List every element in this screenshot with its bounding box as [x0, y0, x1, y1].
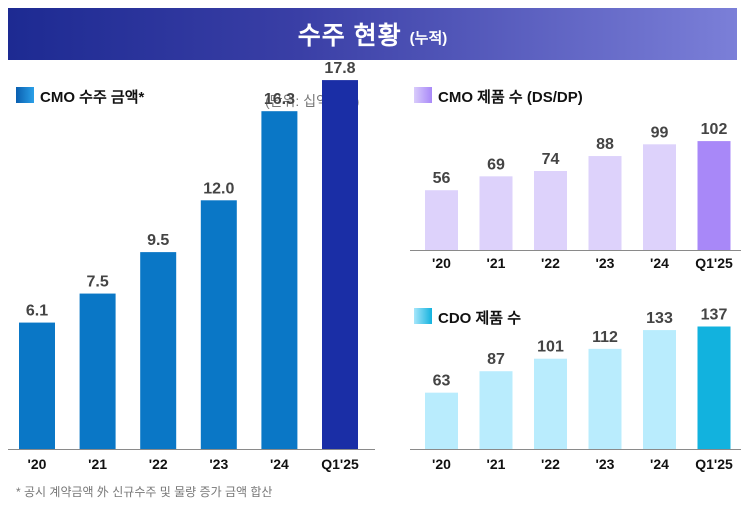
chart3-bar-2: [534, 358, 567, 449]
chart2-bar-2: [534, 170, 567, 250]
chart3-title: CDO 제품 수: [438, 310, 522, 327]
chart3-tick-label-0: '20: [432, 456, 451, 472]
chart1-bar-2: [140, 252, 177, 449]
chart1-bar-5: [322, 80, 358, 450]
chart1-tick-label-2: '22: [149, 456, 168, 472]
chart1-tick-label-5: Q1'25: [321, 456, 359, 472]
footnote: * 공시 계약금액 外 신규수주 및 물량 증가 금액 합산: [16, 485, 273, 499]
chart3-value-label-2: 101: [537, 339, 564, 356]
chart1-value-label-5: 17.8: [324, 60, 355, 77]
chart2-tick-label-5: Q1'25: [695, 255, 733, 271]
chart1-value-label-2: 9.5: [147, 232, 169, 249]
chart2-value-label-2: 74: [542, 151, 560, 168]
chart1-bar-0: [19, 322, 55, 449]
page-subtitle: (누적): [409, 29, 448, 47]
chart2-value-label-5: 102: [701, 121, 728, 138]
chart1-bar-4: [261, 111, 298, 449]
chart2-bar-4: [643, 144, 676, 250]
chart1-tick-label-0: '20: [28, 456, 47, 472]
chart3-bar-1: [479, 371, 513, 449]
chart3-tick-label-4: '24: [650, 456, 669, 472]
chart2-value-label-0: 56: [433, 170, 451, 187]
chart1-value-label-4: 16.3: [264, 91, 295, 108]
chart1-value-label-3: 12.0: [203, 180, 234, 197]
chart2-tick-label-2: '22: [541, 255, 560, 271]
chart1-bar-1: [79, 293, 116, 449]
chart1-legend-marker: [16, 87, 34, 103]
chart1-value-label-0: 6.1: [26, 303, 48, 320]
chart1-value-label-1: 7.5: [86, 274, 108, 291]
chart3-bar-4: [643, 330, 676, 449]
chart3-tick-label-2: '22: [541, 456, 560, 472]
chart1-tick-label-1: '21: [88, 456, 107, 472]
chart3-legend-marker: [414, 308, 432, 324]
chart2-value-label-4: 99: [651, 124, 669, 141]
chart2-tick-label-0: '20: [432, 255, 451, 271]
chart2-tick-label-1: '21: [487, 255, 506, 271]
chart2-bar-1: [479, 176, 513, 250]
chart2-value-label-1: 69: [487, 156, 505, 173]
chart3-bar-3: [588, 348, 622, 449]
chart1-tick-label-4: '24: [270, 456, 289, 472]
chart2-bar-0: [425, 190, 458, 250]
title-banner: 수주 현황 (누적): [8, 8, 737, 60]
chart1-tick-label-3: '23: [209, 456, 228, 472]
chart3-tick-label-5: Q1'25: [695, 456, 733, 472]
chart3-bar-5: [697, 326, 731, 449]
chart2-tick-label-3: '23: [596, 255, 615, 271]
chart2-bar-5: [697, 141, 731, 250]
chart3-value-label-0: 63: [433, 373, 451, 390]
chart3-value-label-1: 87: [487, 351, 505, 368]
chart3-tick-label-3: '23: [596, 456, 615, 472]
chart2-bar-3: [588, 156, 622, 250]
chart2-tick-label-4: '24: [650, 255, 669, 271]
chart1-bar-3: [200, 200, 237, 449]
chart3-value-label-5: 137: [701, 307, 728, 324]
chart3-value-label-4: 133: [646, 310, 673, 327]
chart2-legend-marker: [414, 87, 432, 103]
chart3-bar-0: [425, 392, 458, 449]
chart2-title: CMO 제품 수 (DS/DP): [438, 89, 583, 106]
page-title: 수주 현황: [297, 22, 402, 50]
chart3-value-label-3: 112: [592, 329, 618, 346]
chart3-tick-label-1: '21: [487, 456, 506, 472]
chart2-value-label-3: 88: [596, 136, 614, 153]
chart1-title: CMO 수주 금액*: [40, 89, 145, 106]
